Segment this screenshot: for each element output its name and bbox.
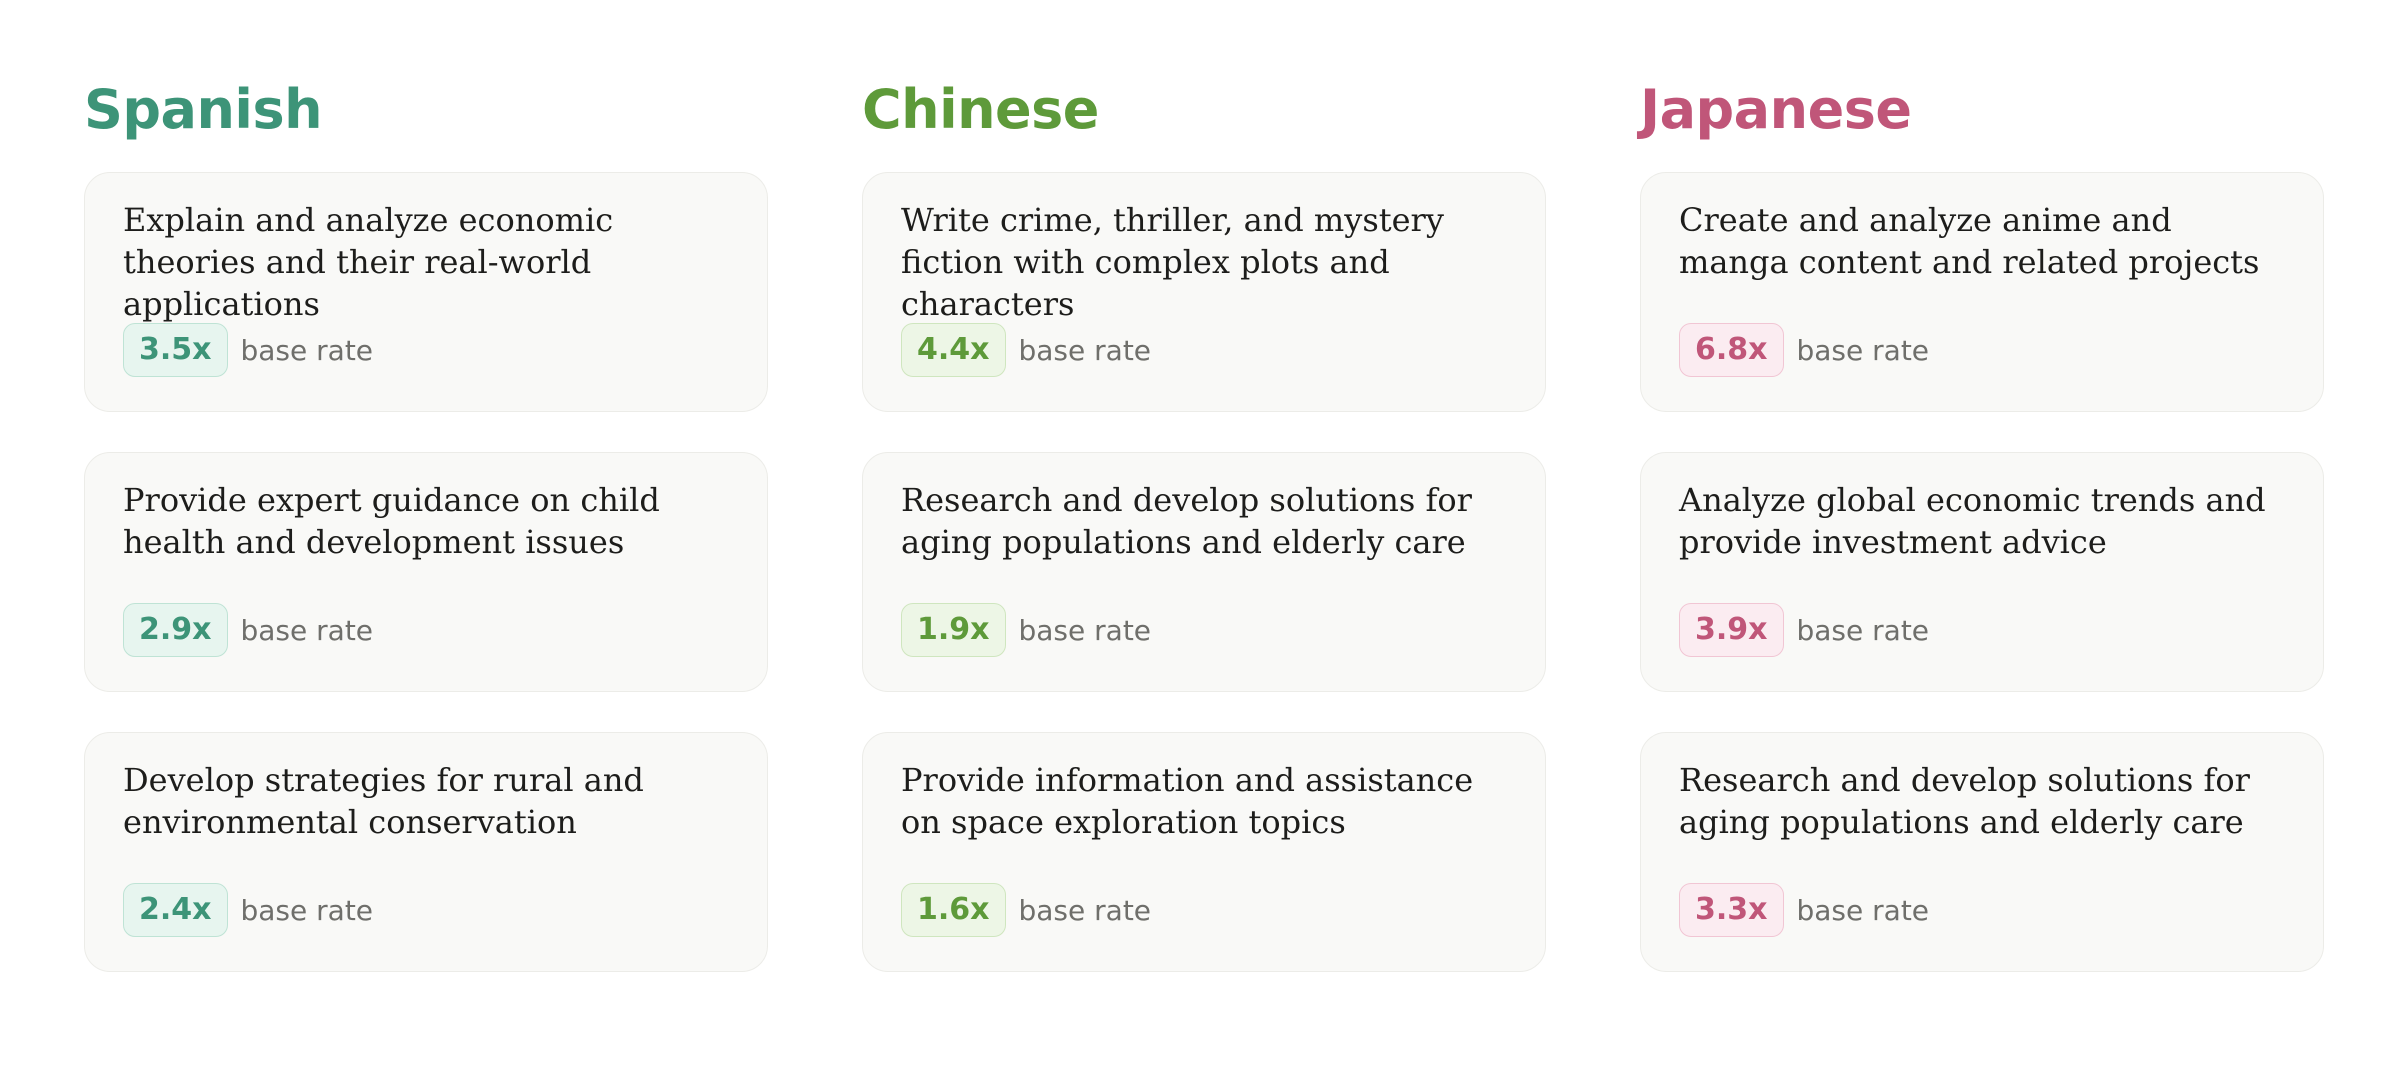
- task-description: Explain and analyze economic theories an…: [123, 201, 614, 323]
- task-description: Provide information and assistance on sp…: [901, 761, 1474, 841]
- rate-row: 2.4x base rate: [123, 883, 729, 937]
- column-chinese: Chinese Write crime, thriller, and myste…: [862, 70, 1546, 1012]
- task-card: Provide expert guidance on child health …: [84, 452, 768, 692]
- rate-badge: 6.8x: [1679, 323, 1784, 377]
- rate-badge: 4.4x: [901, 323, 1006, 377]
- task-description: Provide expert guidance on child health …: [123, 481, 660, 561]
- rate-label: base rate: [1018, 893, 1152, 927]
- rate-row: 3.3x base rate: [1679, 883, 2285, 937]
- task-card: Develop strategies for rural and environ…: [84, 732, 768, 972]
- task-description: Develop strategies for rural and environ…: [123, 761, 644, 841]
- rate-badge: 3.5x: [123, 323, 228, 377]
- column-heading: Japanese: [1640, 78, 1912, 141]
- rate-badge: 1.6x: [901, 883, 1006, 937]
- rate-label: base rate: [1796, 613, 1930, 647]
- rate-badge: 2.9x: [123, 603, 228, 657]
- rate-label: base rate: [240, 613, 374, 647]
- rate-label: base rate: [240, 893, 374, 927]
- rate-row: 3.9x base rate: [1679, 603, 2285, 657]
- rate-row: 6.8x base rate: [1679, 323, 2285, 377]
- task-card: Provide information and assistance on sp…: [862, 732, 1546, 972]
- task-card: Explain and analyze economic theories an…: [84, 172, 768, 412]
- task-description: Create and analyze anime and manga conte…: [1679, 201, 2260, 281]
- rate-row: 2.9x base rate: [123, 603, 729, 657]
- task-card: Research and develop solutions for aging…: [862, 452, 1546, 692]
- rate-row: 1.9x base rate: [901, 603, 1507, 657]
- column-spanish: Spanish Explain and analyze economic the…: [84, 70, 768, 1012]
- rate-row: 3.5x base rate: [123, 323, 729, 377]
- rate-label: base rate: [1796, 333, 1930, 367]
- rate-row: 1.6x base rate: [901, 883, 1507, 937]
- task-description: Research and develop solutions for aging…: [901, 481, 1472, 561]
- rate-badge: 3.3x: [1679, 883, 1784, 937]
- task-card: Write crime, thriller, and mystery ficti…: [862, 172, 1546, 412]
- column-heading: Chinese: [862, 78, 1099, 141]
- task-card: Create and analyze anime and manga conte…: [1640, 172, 2324, 412]
- rate-badge: 1.9x: [901, 603, 1006, 657]
- task-description: Research and develop solutions for aging…: [1679, 761, 2250, 841]
- task-description: Write crime, thriller, and mystery ficti…: [901, 201, 1444, 323]
- rate-label: base rate: [1018, 333, 1152, 367]
- rate-label: base rate: [1018, 613, 1152, 647]
- task-card: Research and develop solutions for aging…: [1640, 732, 2324, 972]
- rate-label: base rate: [240, 333, 374, 367]
- task-card: Analyze global economic trends and provi…: [1640, 452, 2324, 692]
- column-heading: Spanish: [84, 78, 323, 141]
- rate-row: 4.4x base rate: [901, 323, 1507, 377]
- task-description: Analyze global economic trends and provi…: [1679, 481, 2266, 561]
- rate-badge: 2.4x: [123, 883, 228, 937]
- rate-label: base rate: [1796, 893, 1930, 927]
- rate-badge: 3.9x: [1679, 603, 1784, 657]
- column-japanese: Japanese Create and analyze anime and ma…: [1640, 70, 2324, 1012]
